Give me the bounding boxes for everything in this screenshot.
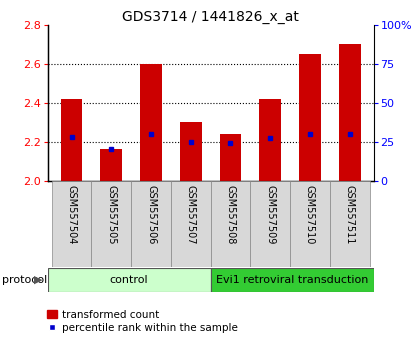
Text: Evi1 retroviral transduction: Evi1 retroviral transduction xyxy=(216,275,368,285)
Bar xyxy=(131,181,171,267)
Bar xyxy=(220,134,242,181)
Text: GSM557511: GSM557511 xyxy=(345,185,355,244)
Bar xyxy=(210,181,250,267)
Text: GSM557506: GSM557506 xyxy=(146,185,156,244)
Text: GSM557505: GSM557505 xyxy=(106,185,116,244)
Text: ▶: ▶ xyxy=(34,275,43,285)
Legend: transformed count, percentile rank within the sample: transformed count, percentile rank withi… xyxy=(47,310,238,333)
Text: protocol: protocol xyxy=(2,275,47,285)
Bar xyxy=(210,268,374,292)
Text: GSM557507: GSM557507 xyxy=(186,185,196,244)
Bar xyxy=(100,149,122,181)
Bar xyxy=(290,181,330,267)
Bar xyxy=(259,99,281,181)
Text: GSM557509: GSM557509 xyxy=(265,185,275,244)
Bar xyxy=(61,99,83,181)
Text: GSM557504: GSM557504 xyxy=(66,185,76,244)
Bar xyxy=(140,64,162,181)
Text: GSM557510: GSM557510 xyxy=(305,185,315,244)
Bar xyxy=(339,44,361,181)
Bar xyxy=(180,122,202,181)
Text: GSM557508: GSM557508 xyxy=(225,185,235,244)
Text: control: control xyxy=(110,275,149,285)
Bar xyxy=(330,181,369,267)
Bar xyxy=(250,181,290,267)
Bar xyxy=(48,268,210,292)
Bar xyxy=(52,181,91,267)
Bar xyxy=(299,54,321,181)
Bar xyxy=(91,181,131,267)
Bar xyxy=(171,181,211,267)
Title: GDS3714 / 1441826_x_at: GDS3714 / 1441826_x_at xyxy=(122,10,299,24)
